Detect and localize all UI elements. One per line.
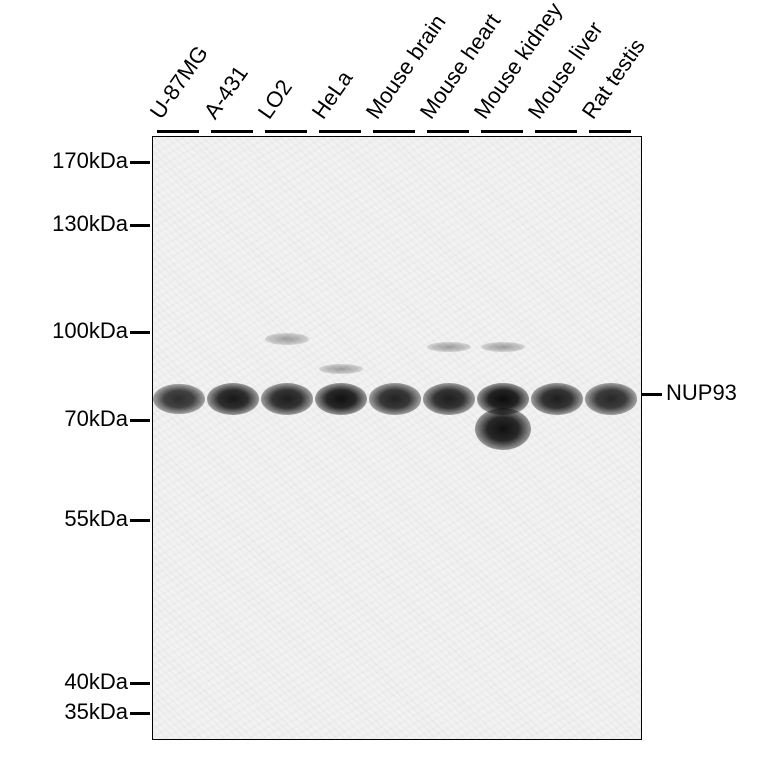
lane-underline: [535, 130, 577, 133]
mw-marker-label: 40kDa: [64, 669, 128, 695]
protein-band-faint: [265, 333, 309, 345]
protein-band: [531, 383, 583, 415]
lane-label: LO2: [253, 75, 298, 124]
lane-underline: [589, 130, 631, 133]
protein-band-secondary: [475, 408, 531, 450]
mw-marker-tick: [130, 161, 150, 164]
protein-band: [261, 383, 313, 415]
lane-underline: [427, 130, 469, 133]
lane-underline: [211, 130, 253, 133]
mw-marker-label: 55kDa: [64, 506, 128, 532]
lane-underline: [373, 130, 415, 133]
mw-marker-label: 170kDa: [52, 148, 128, 174]
lane-underline: [265, 130, 307, 133]
western-blot-membrane: [152, 136, 642, 740]
target-tick: [642, 393, 662, 396]
lane-label: A-431: [199, 61, 254, 124]
target-protein-label: NUP93: [666, 380, 737, 406]
mw-marker-label: 70kDa: [64, 406, 128, 432]
mw-marker-label: 100kDa: [52, 318, 128, 344]
mw-marker-tick: [130, 712, 150, 715]
lane-underline: [157, 130, 199, 133]
mw-marker-tick: [130, 331, 150, 334]
protein-band: [153, 384, 205, 415]
protein-band: [207, 383, 259, 415]
mw-marker-tick: [130, 682, 150, 685]
mw-marker-label: 130kDa: [52, 211, 128, 237]
protein-band: [369, 383, 421, 414]
lane-label: HeLa: [307, 66, 358, 124]
protein-band: [585, 383, 637, 414]
protein-band-faint: [481, 342, 525, 352]
protein-band-faint: [319, 364, 363, 374]
lane-underline: [481, 130, 523, 133]
protein-band: [423, 383, 475, 415]
mw-marker-label: 35kDa: [64, 699, 128, 725]
mw-marker-tick: [130, 519, 150, 522]
lane-underline: [319, 130, 361, 133]
mw-marker-tick: [130, 419, 150, 422]
protein-band: [315, 383, 367, 415]
protein-band-faint: [427, 342, 471, 352]
mw-marker-tick: [130, 224, 150, 227]
